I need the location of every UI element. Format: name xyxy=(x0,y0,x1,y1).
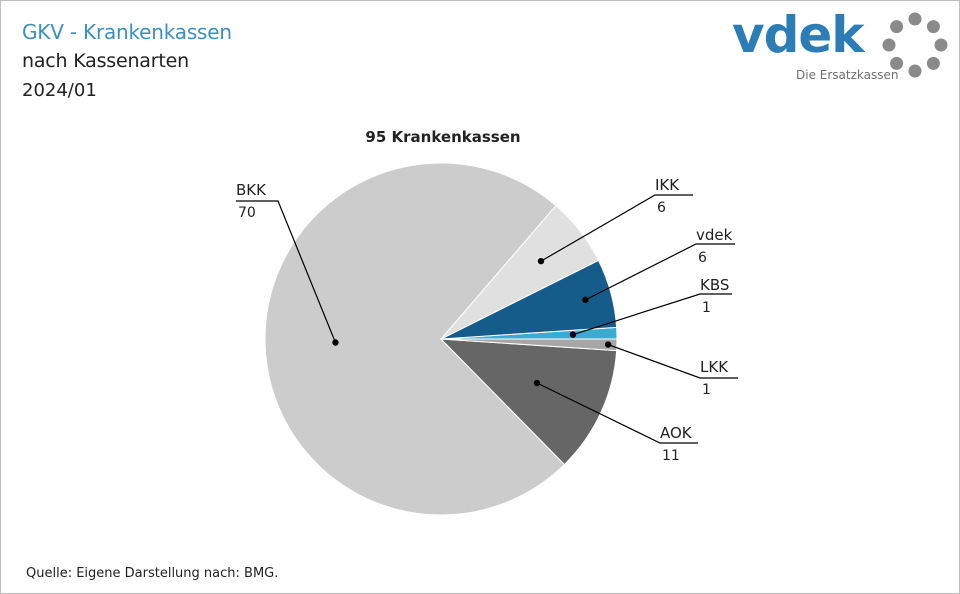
source-note: Quelle: Eigene Darstellung nach: BMG. xyxy=(26,566,279,581)
slice-label-vdek: vdek xyxy=(696,226,733,244)
pie-title: 95 Krankenkassen xyxy=(365,128,520,146)
pie-slice-bkk xyxy=(264,162,566,516)
pie-slice-aok xyxy=(439,338,618,466)
logo-wordmark: vdek xyxy=(732,6,865,64)
slice-label-bkk: BKK xyxy=(236,181,267,199)
chart-subtitle: nach Kassenarten xyxy=(22,50,189,72)
chart-period: 2024/01 xyxy=(22,80,97,101)
leader-line-kbs xyxy=(572,293,732,336)
slice-label-lkk: LKK xyxy=(700,358,729,376)
leader-line-lkk xyxy=(607,343,738,379)
vdek-logo: vdek Die Ersatzkassen xyxy=(728,6,952,86)
chart-title: GKV - Krankenkassen xyxy=(22,20,232,44)
slice-value-kbs: 1 xyxy=(702,300,711,316)
logo-tagline: Die Ersatzkassen xyxy=(796,68,899,82)
slice-value-lkk: 1 xyxy=(702,382,711,398)
slice-label-kbs: KBS xyxy=(700,276,729,294)
leader-line-bkk xyxy=(236,200,337,343)
slice-value-vdek: 6 xyxy=(698,250,707,266)
slice-value-ikk: 6 xyxy=(657,200,666,216)
leader-line-ikk xyxy=(540,194,693,262)
slice-label-ikk: IKK xyxy=(655,176,680,194)
slice-value-bkk: 70 xyxy=(238,205,256,221)
leader-dot-aok xyxy=(533,379,541,387)
leader-line-aok xyxy=(536,382,698,444)
leader-line-vdek xyxy=(585,243,735,301)
pie-slice-lkk xyxy=(440,338,618,352)
logo-ring-icon xyxy=(882,12,948,78)
slice-value-aok: 11 xyxy=(662,448,680,464)
slice-label-aok: AOK xyxy=(660,424,693,442)
